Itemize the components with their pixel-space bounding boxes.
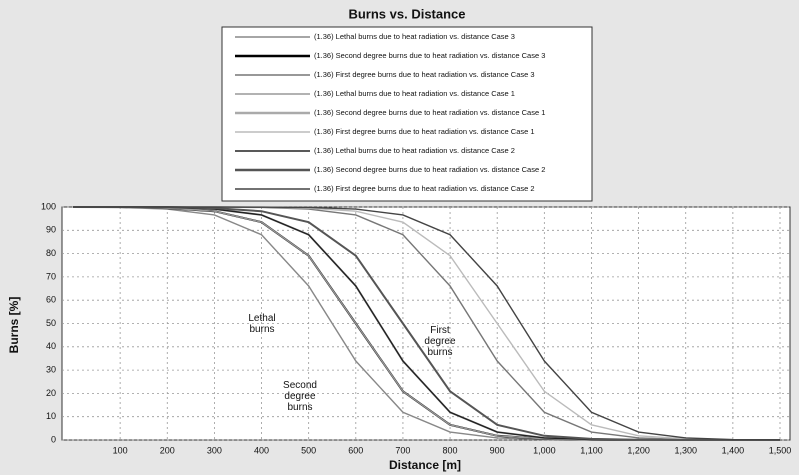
- legend-label: (1.36) First degree burns due to heat ra…: [314, 184, 535, 193]
- y-tick-label: 60: [46, 295, 56, 305]
- y-tick-label: 0: [51, 434, 56, 444]
- x-tick-label: 800: [443, 445, 458, 455]
- series-line: [73, 206, 781, 441]
- annotation: Lethal burns: [248, 313, 275, 335]
- legend-label: (1.36) First degree burns due to heat ra…: [314, 127, 535, 136]
- legend-label: (1.36) Lethal burns due to heat radiatio…: [314, 89, 515, 98]
- y-tick-label: 20: [46, 388, 56, 398]
- y-tick-label: 70: [46, 271, 56, 281]
- y-tick-label: 80: [46, 248, 56, 258]
- y-tick-label: 50: [46, 318, 56, 328]
- x-tick-label: 900: [490, 445, 505, 455]
- legend-label: (1.36) First degree burns due to heat ra…: [314, 70, 535, 79]
- y-tick-label: 90: [46, 225, 56, 235]
- x-tick-label: 1,500: [769, 445, 792, 455]
- y-tick-label: 40: [46, 341, 56, 351]
- x-tick-label: 1,100: [580, 445, 603, 455]
- y-tick-label: 100: [41, 201, 56, 211]
- x-tick-label: 200: [160, 445, 175, 455]
- y-tick-label: 10: [46, 411, 56, 421]
- x-tick-label: 100: [113, 445, 128, 455]
- y-axis-label: Burns [%]: [7, 297, 21, 354]
- x-tick-label: 600: [348, 445, 363, 455]
- plot-area: [61, 206, 791, 441]
- x-tick-label: 700: [395, 445, 410, 455]
- x-tick-label: 500: [301, 445, 316, 455]
- y-tick-label: 30: [46, 364, 56, 374]
- legend-label: (1.36) Lethal burns due to heat radiatio…: [314, 32, 515, 41]
- x-tick-label: 1,000: [533, 445, 556, 455]
- legend-label: (1.36) Second degree burns due to heat r…: [314, 165, 545, 174]
- annotation: Second degree burns: [283, 380, 317, 413]
- legend-label: (1.36) Second degree burns due to heat r…: [314, 51, 545, 60]
- x-tick-label: 300: [207, 445, 222, 455]
- x-axis-label: Distance [m]: [389, 458, 461, 472]
- x-tick-label: 1,400: [722, 445, 745, 455]
- annotation: First degree burns: [424, 325, 456, 358]
- chart-title: Burns vs. Distance: [348, 6, 465, 21]
- x-tick-label: 400: [254, 445, 269, 455]
- x-tick-label: 1,300: [674, 445, 697, 455]
- legend-label: (1.36) Second degree burns due to heat r…: [314, 108, 545, 117]
- x-tick-label: 1,200: [627, 445, 650, 455]
- legend-label: (1.36) Lethal burns due to heat radiatio…: [314, 146, 515, 155]
